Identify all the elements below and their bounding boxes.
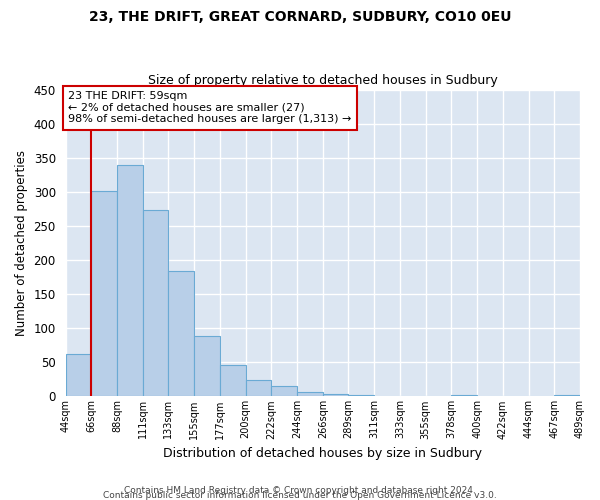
Bar — [117, 165, 143, 396]
Bar — [220, 365, 245, 396]
Bar — [451, 395, 477, 396]
Text: Contains public sector information licensed under the Open Government Licence v3: Contains public sector information licen… — [103, 490, 497, 500]
Bar — [554, 395, 580, 396]
Bar — [91, 191, 117, 396]
X-axis label: Distribution of detached houses by size in Sudbury: Distribution of detached houses by size … — [163, 447, 482, 460]
Bar — [194, 336, 220, 396]
Bar — [169, 271, 194, 396]
Bar — [245, 380, 271, 396]
Text: 23, THE DRIFT, GREAT CORNARD, SUDBURY, CO10 0EU: 23, THE DRIFT, GREAT CORNARD, SUDBURY, C… — [89, 10, 511, 24]
Y-axis label: Number of detached properties: Number of detached properties — [15, 150, 28, 336]
Bar — [323, 394, 349, 396]
Bar — [297, 392, 323, 396]
Text: 23 THE DRIFT: 59sqm
← 2% of detached houses are smaller (27)
98% of semi-detache: 23 THE DRIFT: 59sqm ← 2% of detached hou… — [68, 91, 352, 124]
Bar — [271, 386, 297, 396]
Bar — [143, 210, 169, 396]
Bar — [65, 354, 91, 397]
Title: Size of property relative to detached houses in Sudbury: Size of property relative to detached ho… — [148, 74, 497, 87]
Text: Contains HM Land Registry data © Crown copyright and database right 2024.: Contains HM Land Registry data © Crown c… — [124, 486, 476, 495]
Bar — [349, 395, 374, 396]
